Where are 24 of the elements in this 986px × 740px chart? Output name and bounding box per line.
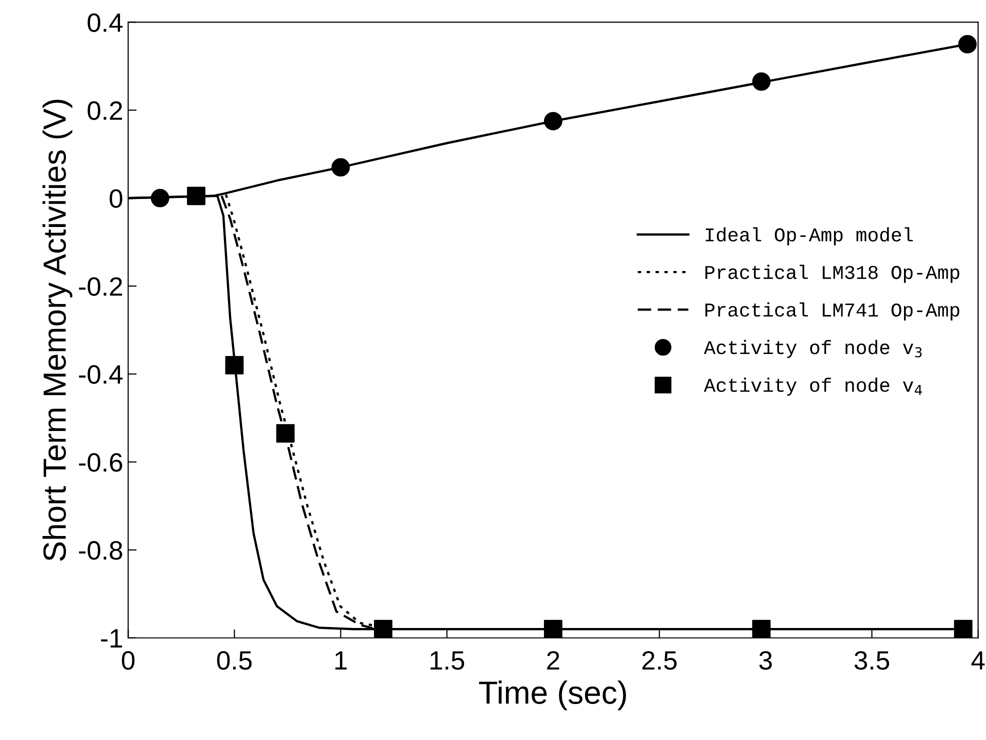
legend-label: Activity of node v$_{4}$ xyxy=(704,378,922,396)
y-tick-label: -0.4 xyxy=(79,365,123,384)
y-tick-label: -0.6 xyxy=(79,453,122,472)
x-tick-label: 3 xyxy=(759,651,772,670)
x-tick-label: 1 xyxy=(335,651,347,670)
y-tick-label: -0.2 xyxy=(79,277,122,296)
x-tick-label: 2 xyxy=(547,651,560,670)
legend-label: Activity of node v$_{3}$ xyxy=(704,340,922,358)
y-tick-label: -0.8 xyxy=(79,541,122,560)
x-tick-label: 1.5 xyxy=(430,651,464,670)
y-tick-label: 0.2 xyxy=(88,101,122,120)
y-axis-title: Short Term Memory Activities (V) xyxy=(42,100,72,561)
y-tick-label: 0.4 xyxy=(88,13,123,32)
x-tick-label: 4 xyxy=(971,651,985,670)
y-tick-label: 0 xyxy=(110,189,122,208)
legend-label: Practical LM318 Op-Amp xyxy=(705,264,960,283)
x-tick-label: 0.5 xyxy=(217,651,252,670)
x-axis-title: Time (sec) xyxy=(479,680,626,710)
legend-label: Ideal Op-Amp model xyxy=(706,227,913,246)
y-tick-label: -1 xyxy=(101,629,122,648)
x-tick-label: 0 xyxy=(122,651,134,670)
legend-label: Practical LM741 Op-Amp xyxy=(705,302,960,320)
x-tick-label: 3.5 xyxy=(854,651,890,670)
x-tick-label: 2.5 xyxy=(642,651,677,670)
